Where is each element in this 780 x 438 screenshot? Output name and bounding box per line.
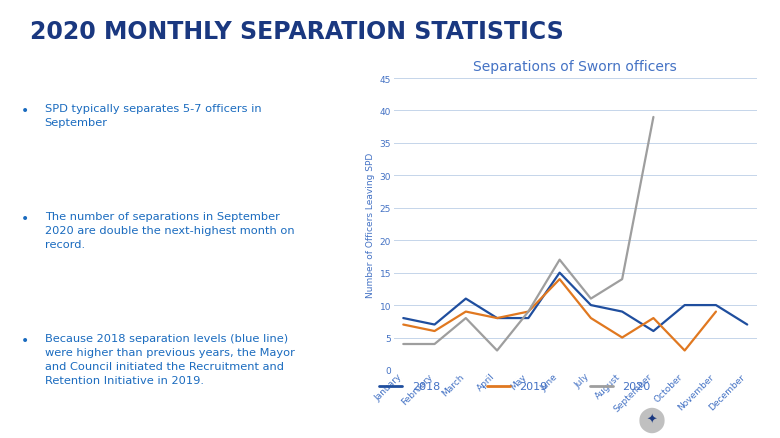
Text: Because 2018 separation levels (blue line)
were higher than previous years, the : Because 2018 separation levels (blue lin… [44, 333, 295, 385]
2018 [743, 322, 752, 328]
Line: 2020: 2020 [403, 118, 654, 351]
Text: •: • [21, 333, 30, 347]
Text: 2020: 2020 [622, 381, 651, 392]
Text: ✦: ✦ [646, 413, 657, 426]
Y-axis label: Number of Officers Leaving SPD: Number of Officers Leaving SPD [367, 152, 375, 297]
Text: (10/14/2020): (10/14/2020) [12, 414, 85, 424]
2019 [680, 348, 690, 353]
2020 [587, 296, 596, 301]
Text: ⬤: ⬤ [637, 406, 665, 432]
2019 [555, 277, 564, 282]
2019 [523, 309, 533, 314]
2020 [555, 258, 564, 263]
2019 [711, 309, 721, 314]
2019 [461, 309, 470, 314]
2020 [523, 309, 533, 314]
2018 [680, 303, 690, 308]
2019 [587, 316, 596, 321]
Text: •: • [21, 104, 30, 118]
2018 [523, 316, 533, 321]
Text: •: • [21, 212, 30, 226]
2018 [587, 303, 596, 308]
Text: City of Seattle: City of Seattle [644, 413, 757, 426]
2020 [492, 348, 502, 353]
2020 [618, 277, 627, 282]
2019 [430, 328, 439, 334]
2018 [711, 303, 721, 308]
2020 [649, 115, 658, 120]
2019 [618, 335, 627, 340]
2018 [492, 316, 502, 321]
Line: 2018: 2018 [403, 273, 747, 331]
2018 [555, 270, 564, 276]
Text: 2020 MONTHLY SEPARATION STATISTICS: 2020 MONTHLY SEPARATION STATISTICS [30, 20, 563, 44]
2019 [649, 316, 658, 321]
Line: 2019: 2019 [403, 279, 716, 351]
2018 [399, 316, 408, 321]
2018 [618, 309, 627, 314]
2020 [461, 316, 470, 321]
Text: The number of separations in September
2020 are double the next-highest month on: The number of separations in September 2… [44, 212, 294, 250]
2018 [461, 296, 470, 301]
Text: SPD typically separates 5-7 officers in
September: SPD typically separates 5-7 officers in … [44, 104, 261, 128]
2018 [649, 328, 658, 334]
2020 [399, 342, 408, 347]
2018 [430, 322, 439, 328]
Title: Separations of Sworn officers: Separations of Sworn officers [473, 60, 677, 74]
Text: 2019: 2019 [519, 381, 548, 392]
2020 [430, 342, 439, 347]
2019 [492, 316, 502, 321]
Text: 2018: 2018 [412, 381, 440, 392]
2019 [399, 322, 408, 328]
